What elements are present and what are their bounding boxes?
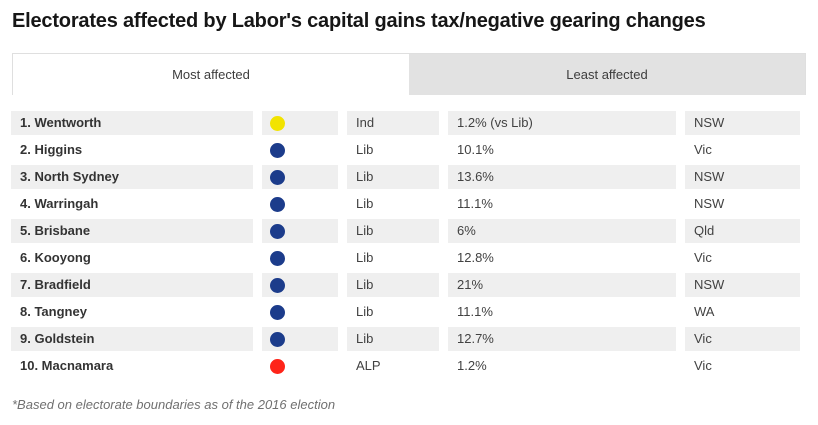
electorate-name: 3. North Sydney xyxy=(11,165,253,189)
party-abbr: Lib xyxy=(347,165,439,189)
impact-percentage: 1.2% (vs Lib) xyxy=(448,111,676,135)
state-abbr: Vic xyxy=(694,250,712,265)
electorate-name: 2. Higgins xyxy=(20,142,83,157)
table-row: 10. Macnamara ALP 1.2% Vic xyxy=(11,354,800,378)
party-dot-icon xyxy=(270,115,285,131)
electorate-name: 8. Tangney xyxy=(20,304,87,319)
state-abbr: NSW xyxy=(694,196,725,211)
party-dot-icon xyxy=(270,358,285,374)
electorate-name: 4. Warringah xyxy=(20,196,99,211)
table-row: 7. Bradfield Lib 21% NSW xyxy=(11,273,800,297)
electorate-name: 1. Wentworth xyxy=(11,111,253,135)
party-abbr: Ind xyxy=(347,111,439,135)
party-abbr: ALP xyxy=(356,358,381,373)
footnote: *Based on electorate boundaries as of th… xyxy=(12,397,336,412)
impact-percentage: 11.1% xyxy=(457,196,493,211)
impact-percentage: 11.1% xyxy=(457,304,493,319)
party-abbr: Lib xyxy=(347,327,439,351)
electorate-name: 7. Bradfield xyxy=(11,273,253,297)
table-row: 3. North Sydney Lib 13.6% NSW xyxy=(11,165,800,189)
party-abbr: Lib xyxy=(347,219,439,243)
page-title: Electorates affected by Labor's capital … xyxy=(12,10,706,32)
party-dot-cell xyxy=(262,138,338,162)
impact-percentage: 12.8% xyxy=(457,250,494,265)
party-dot-icon xyxy=(270,250,285,266)
party-dot-icon xyxy=(270,223,285,239)
electorates-table: 1. Wentworth Ind 1.2% (vs Lib) NSW 2. Hi… xyxy=(11,111,800,378)
party-abbr: Lib xyxy=(356,196,374,211)
party-dot-icon xyxy=(270,169,285,185)
table-row: 6. Kooyong Lib 12.8% Vic xyxy=(11,246,800,270)
party-dot-cell xyxy=(262,273,338,297)
party-dot-cell xyxy=(262,354,338,378)
tab-bar: Most affected Least affected xyxy=(12,53,806,95)
party-abbr: Lib xyxy=(356,142,374,157)
electorate-name: 10. Macnamara xyxy=(20,358,114,373)
party-dot-cell xyxy=(262,246,338,270)
party-abbr: Lib xyxy=(356,250,374,265)
state-abbr: Vic xyxy=(694,358,712,373)
state-abbr: Qld xyxy=(685,219,800,243)
state-abbr: NSW xyxy=(685,273,800,297)
tab-least-affected[interactable]: Least affected xyxy=(409,54,805,95)
impact-percentage: 13.6% xyxy=(448,165,676,189)
state-abbr: Vic xyxy=(685,327,800,351)
electorate-name: 9. Goldstein xyxy=(11,327,253,351)
state-abbr: Vic xyxy=(694,142,712,157)
party-dot-icon xyxy=(270,196,285,212)
electorate-name: 6. Kooyong xyxy=(20,250,91,265)
state-abbr: WA xyxy=(694,304,715,319)
party-dot-icon xyxy=(270,142,285,158)
party-dot-cell xyxy=(262,219,338,243)
table-row: 1. Wentworth Ind 1.2% (vs Lib) NSW xyxy=(11,111,800,135)
impact-percentage: 6% xyxy=(448,219,676,243)
party-abbr: Lib xyxy=(347,273,439,297)
party-dot-icon xyxy=(270,277,285,293)
party-dot-icon xyxy=(270,304,285,320)
party-abbr: Lib xyxy=(356,304,374,319)
table-row: 9. Goldstein Lib 12.7% Vic xyxy=(11,327,800,351)
party-dot-cell xyxy=(262,111,338,135)
party-dot-cell xyxy=(262,300,338,324)
state-abbr: NSW xyxy=(685,165,800,189)
impact-percentage: 12.7% xyxy=(448,327,676,351)
party-dot-icon xyxy=(270,331,285,347)
table-row: 5. Brisbane Lib 6% Qld xyxy=(11,219,800,243)
party-dot-cell xyxy=(262,327,338,351)
impact-percentage: 21% xyxy=(448,273,676,297)
table-row: 8. Tangney Lib 11.1% WA xyxy=(11,300,800,324)
impact-percentage: 1.2% xyxy=(457,358,487,373)
table-row: 4. Warringah Lib 11.1% NSW xyxy=(11,192,800,216)
party-dot-cell xyxy=(262,192,338,216)
electorate-name: 5. Brisbane xyxy=(11,219,253,243)
table-row: 2. Higgins Lib 10.1% Vic xyxy=(11,138,800,162)
state-abbr: NSW xyxy=(685,111,800,135)
impact-percentage: 10.1% xyxy=(457,142,494,157)
tab-most-affected[interactable]: Most affected xyxy=(13,54,409,95)
party-dot-cell xyxy=(262,165,338,189)
